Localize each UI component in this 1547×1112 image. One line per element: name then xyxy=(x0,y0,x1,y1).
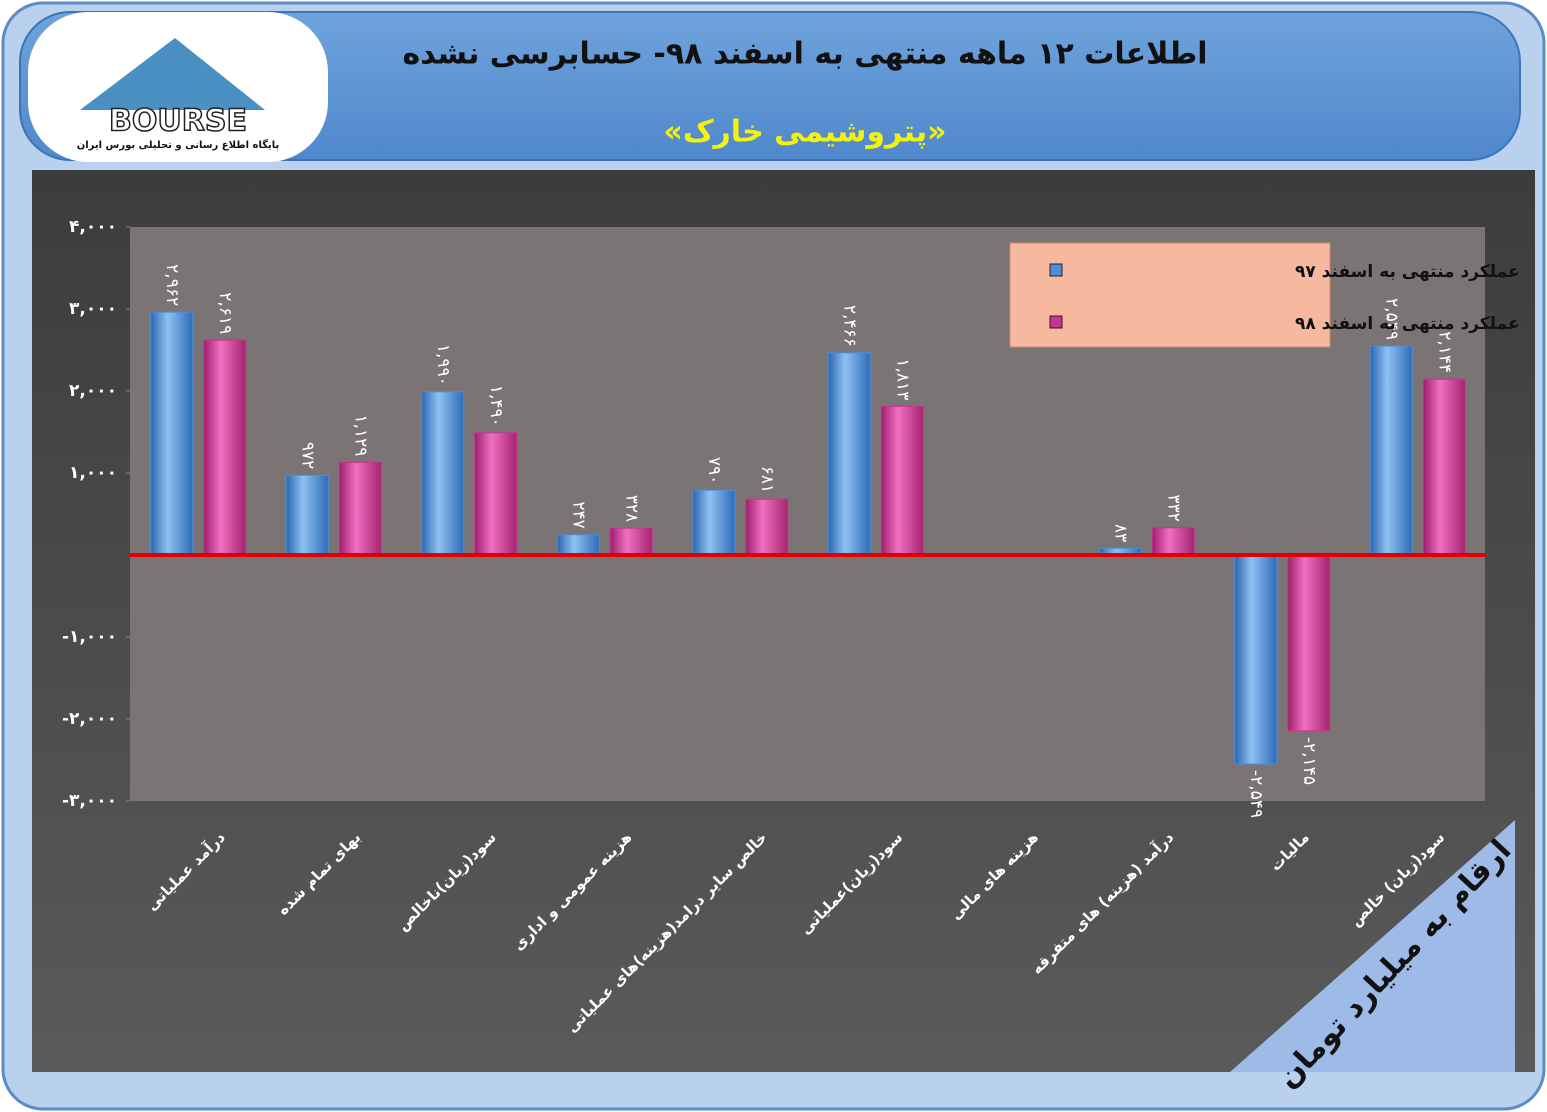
value-label: ۱,۱۲۹ xyxy=(350,414,370,456)
value-label: ۲,۴۶۶ xyxy=(839,305,859,347)
y-tick-label: ۲,۰۰۰ xyxy=(69,381,117,401)
bar xyxy=(338,461,382,556)
chart-subtitle: «پتروشیمی خارک» xyxy=(663,115,946,150)
value-label: ۶۸۱ xyxy=(757,466,777,493)
y-tick-label: ۱,۰۰۰ xyxy=(69,463,117,483)
y-tick-label: -۳,۰۰۰ xyxy=(62,791,117,811)
bar xyxy=(1151,527,1195,556)
value-label: ۲,۵۴۹ xyxy=(1381,298,1401,340)
legend-label: عملکرد منتهی به اسفند ۹۸ xyxy=(1295,314,1520,334)
bar xyxy=(421,391,465,556)
value-label: ۷۹۰ xyxy=(704,457,724,484)
bar xyxy=(203,339,247,556)
value-label: ۱,۸۱۳ xyxy=(892,358,912,400)
bar xyxy=(1369,345,1413,556)
value-label: ۳۲۸ xyxy=(621,495,641,522)
logo-subtitle: پایگاه اطلاع رسانی و تحلیلی بورس ایران xyxy=(77,138,280,151)
bar xyxy=(609,527,653,556)
value-label: ۳۳۲ xyxy=(1163,494,1183,521)
unit-banner xyxy=(1230,820,1515,1072)
value-label: ۱,۹۹۰ xyxy=(433,344,453,386)
value-label: ۲,۱۴۴ xyxy=(1434,331,1454,373)
logo-text: BOURSE xyxy=(109,104,247,139)
chart-title: اطلاعات ۱۲ ماهه منتهی به اسفند ۹۸- حسابر… xyxy=(403,37,1208,72)
bar xyxy=(880,405,924,556)
legend: عملکرد منتهی به اسفند ۹۷ عملکرد منتهی به… xyxy=(1009,242,1520,348)
bar xyxy=(556,534,600,556)
bar xyxy=(827,352,871,556)
value-label: -۲,۱۴۵ xyxy=(1299,737,1319,785)
y-tick-label: -۱,۰۰۰ xyxy=(62,627,117,647)
bar xyxy=(285,474,329,556)
legend-marker xyxy=(1049,315,1063,329)
value-label: ۲۴۷ xyxy=(568,501,588,528)
legend-label: عملکرد منتهی به اسفند ۹۷ xyxy=(1295,262,1520,282)
bar xyxy=(692,489,736,556)
value-label: ۹۷۲ xyxy=(297,442,317,469)
logo-icon xyxy=(80,38,265,110)
value-label: ۱,۴۹۰ xyxy=(486,385,506,427)
legend-box xyxy=(1009,242,1331,348)
bar xyxy=(1234,554,1278,765)
bar xyxy=(474,432,518,556)
header xyxy=(19,11,1521,161)
bar xyxy=(1287,554,1331,732)
value-label: ۸۳ xyxy=(1110,524,1130,542)
bar xyxy=(745,498,789,556)
value-label: -۲,۵۴۹ xyxy=(1246,770,1266,818)
value-label: ۲,۶۱۹ xyxy=(215,292,235,334)
y-tick-label: ۳,۰۰۰ xyxy=(69,299,117,319)
y-tick-label: -۲,۰۰۰ xyxy=(62,709,117,729)
value-label: ۲,۹۶۲ xyxy=(162,264,182,306)
bar xyxy=(1422,378,1466,556)
bar xyxy=(150,311,194,556)
y-tick-label: ۴,۰۰۰ xyxy=(69,217,117,237)
legend-marker xyxy=(1049,263,1063,277)
